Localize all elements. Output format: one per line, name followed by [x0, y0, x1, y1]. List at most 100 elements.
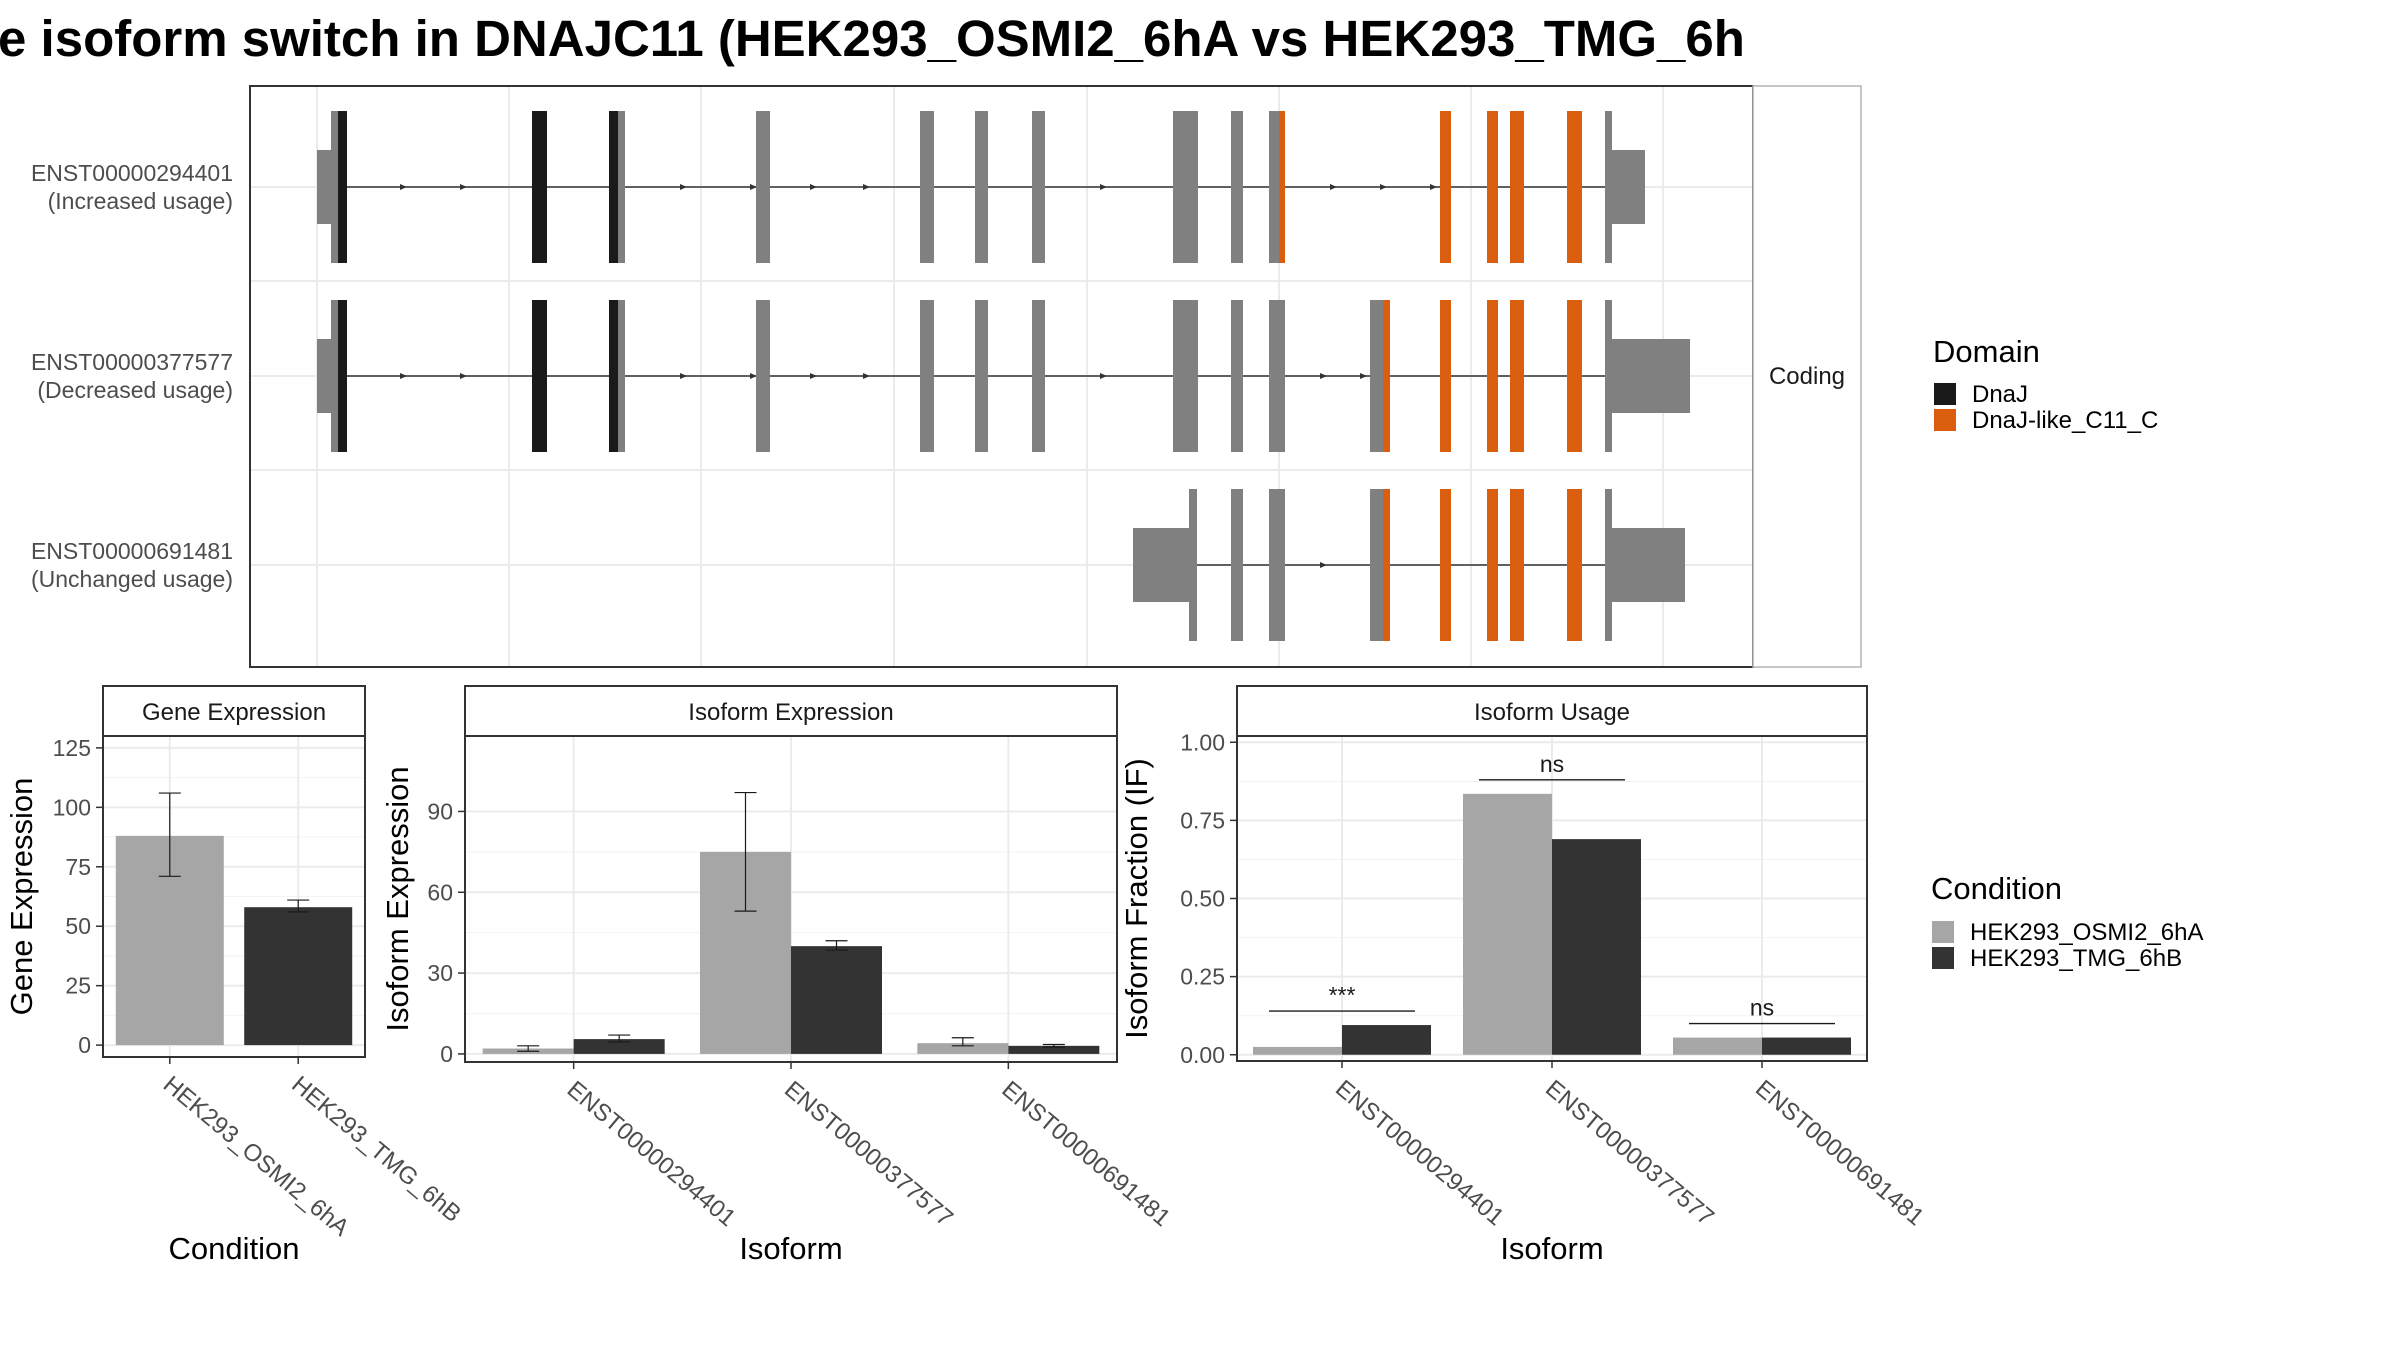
- exon-block: [1383, 300, 1390, 452]
- exon-block: [1231, 489, 1243, 641]
- intron-direction-arrow: [750, 184, 757, 190]
- significance-label: ns: [1750, 995, 1774, 1021]
- exon-block: [1567, 489, 1582, 641]
- exon-block: [1269, 489, 1285, 641]
- intron-direction-arrow: [863, 373, 870, 379]
- condition-legend-label: HEK293_OSMI2_6hA: [1970, 919, 2203, 946]
- x-tick-label: ENST00000377577: [779, 1076, 958, 1232]
- y-tick-label: 0.50: [1180, 886, 1225, 912]
- panel-title: Gene Expression: [142, 699, 326, 726]
- intron-direction-arrow: [1320, 373, 1327, 379]
- intron-direction-arrow: [1360, 373, 1367, 379]
- panel-title: Isoform Expression: [688, 699, 893, 726]
- exon-block: [1173, 111, 1198, 263]
- exon-block: [1231, 300, 1243, 452]
- domain-legend-swatch: [1934, 383, 1956, 405]
- structure-strip: [1752, 85, 1862, 668]
- intron-direction-arrow: [1100, 373, 1107, 379]
- x-axis-title: Condition: [169, 1231, 300, 1266]
- bar: [573, 1039, 665, 1054]
- isoform-usage-panel: Isoform Usage 0.00 0.25 0.50 0.75 1.00 *** ns ns…: [1119, 685, 1929, 1266]
- significance-label: ns: [1540, 751, 1564, 777]
- condition-legend-label: HEK293_TMG_6hB: [1970, 945, 2182, 972]
- y-tick-label: 0: [78, 1032, 91, 1058]
- exon-block: [338, 111, 347, 263]
- intron-direction-arrow: [1430, 184, 1437, 190]
- domain-legend-swatch: [1934, 409, 1956, 431]
- exon-block: [920, 111, 934, 263]
- exon-block: [1032, 111, 1045, 263]
- exon-block: [338, 300, 347, 452]
- isoform-usage-label: (Unchanged usage): [31, 566, 233, 592]
- intron-direction-arrow: [460, 184, 467, 190]
- exon-block: [756, 111, 770, 263]
- y-axis-title: Isoform Expression: [380, 766, 415, 1031]
- exon-block: [532, 300, 547, 452]
- exon-block: [1440, 300, 1451, 452]
- bar: [1673, 1037, 1762, 1055]
- bar: [1552, 839, 1641, 1055]
- exon-block: [317, 339, 335, 413]
- exon-block: [618, 111, 625, 263]
- exon-block: [1510, 489, 1524, 641]
- y-tick-label: 90: [427, 798, 453, 824]
- exon-block: [609, 300, 618, 452]
- isoform-row-label: ENST00000691481: [31, 538, 233, 564]
- exon-block: [975, 111, 988, 263]
- exon-block: [1567, 300, 1582, 452]
- exon-block: [609, 111, 618, 263]
- exon-block: [618, 300, 625, 452]
- x-tick-label: ENST00000691481: [996, 1076, 1175, 1232]
- exon-block: [1173, 300, 1198, 452]
- exon-block: [1487, 111, 1498, 263]
- intron-direction-arrow: [680, 184, 687, 190]
- exon-block: [331, 111, 338, 263]
- exon-block: [1440, 489, 1451, 641]
- bar: [1008, 1045, 1100, 1054]
- intron-direction-arrow: [750, 373, 757, 379]
- x-axis-title: Isoform: [1500, 1231, 1603, 1266]
- y-tick-label: 75: [65, 854, 91, 880]
- exon-block: [1605, 489, 1612, 641]
- intron-direction-arrow: [863, 184, 870, 190]
- exon-block: [1612, 339, 1690, 413]
- main-title: e isoform switch in DNAJC11 (HEK293_OSMI…: [0, 10, 1745, 67]
- y-tick-label: 1.00: [1180, 729, 1225, 755]
- panel-frame: [102, 735, 366, 1058]
- intron-direction-arrow: [460, 373, 467, 379]
- bar: [1463, 793, 1552, 1055]
- isoform-usage-label: (Decreased usage): [37, 377, 233, 403]
- domain-legend-label: DnaJ: [1972, 381, 2028, 408]
- exon-block: [1370, 489, 1383, 641]
- significance-label: ***: [1329, 982, 1356, 1008]
- exon-block: [1231, 111, 1243, 263]
- condition-legend-swatch: [1932, 947, 1954, 969]
- exon-block: [1370, 300, 1383, 452]
- exon-block: [920, 300, 934, 452]
- panel-strip: [102, 685, 366, 737]
- intron-direction-arrow: [400, 184, 407, 190]
- isoform-usage-label: (Increased usage): [48, 188, 233, 214]
- exon-block: [1269, 111, 1279, 263]
- x-tick-label: ENST00000377577: [1540, 1075, 1719, 1231]
- bar: [1762, 1037, 1851, 1055]
- y-tick-label: 0.25: [1180, 964, 1225, 990]
- y-tick-label: 25: [65, 973, 91, 999]
- exon-block: [1612, 528, 1685, 602]
- exon-block: [756, 300, 770, 452]
- y-axis-title: Gene Expression: [4, 778, 39, 1016]
- intron-direction-arrow: [810, 184, 817, 190]
- exon-block: [1269, 300, 1285, 452]
- exon-block: [1032, 300, 1045, 452]
- exon-block: [1440, 111, 1451, 263]
- intron-direction-arrow: [1380, 184, 1387, 190]
- exon-block: [1279, 111, 1285, 263]
- structure-strip-label: Coding: [1769, 363, 1845, 390]
- intron-direction-arrow: [1330, 184, 1337, 190]
- isoform-structure-panel: Coding ENST00000294401(Increased usage) EN…: [31, 85, 1862, 668]
- domain-legend-label: DnaJ-like_C11_C: [1972, 407, 2158, 434]
